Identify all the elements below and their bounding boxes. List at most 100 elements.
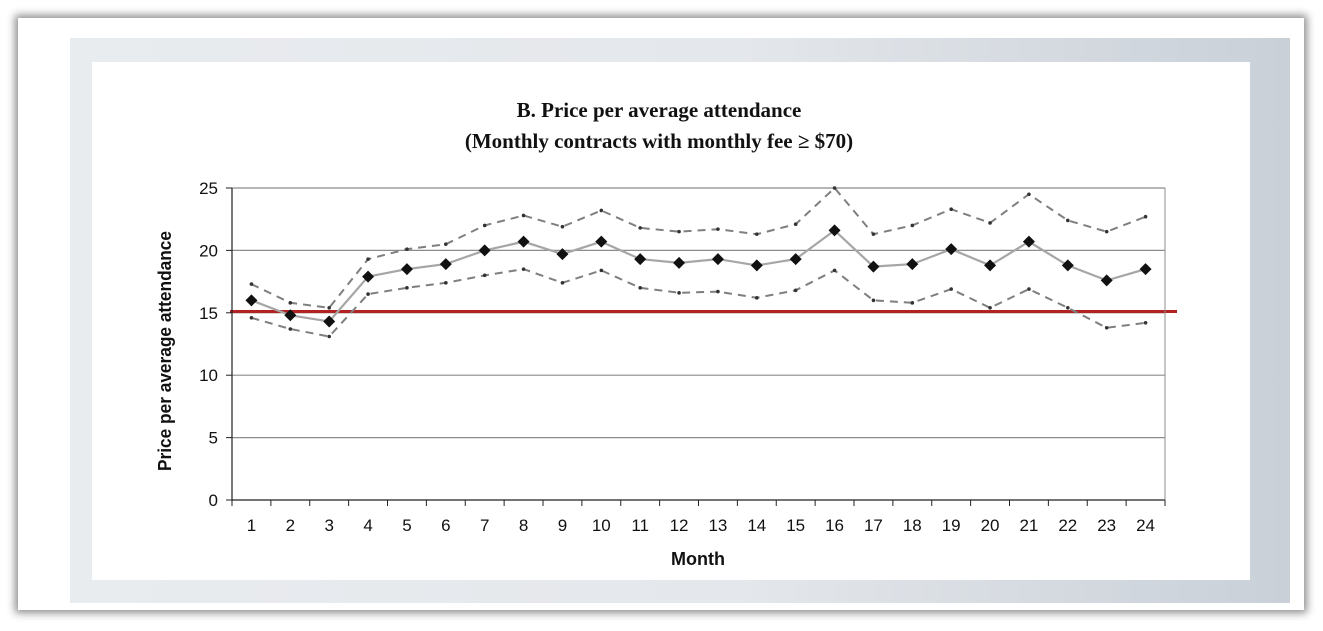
x-tick-label-7: 7 (480, 516, 489, 535)
data-point-upper-band-10 (599, 208, 604, 213)
data-point-estimate-5 (400, 263, 413, 276)
data-point-lower-band-1 (249, 315, 254, 320)
data-point-lower-band-17 (871, 298, 876, 303)
data-point-upper-band-16 (832, 186, 837, 190)
series-line-lower-band (251, 268, 1146, 338)
x-tick-labels: 1 2 3 4 5 6 7 8 9 10 11 12 13 14 15 16 17 18 19 20 21 22 23 24 (247, 516, 1155, 535)
data-point-lower-band-18 (910, 301, 915, 305)
data-point-estimate-11 (634, 253, 647, 266)
data-point-lower-band-20 (988, 306, 992, 310)
x-tick-label-11: 11 (631, 516, 649, 535)
data-point-estimate-9 (556, 248, 569, 261)
data-point-lower-band-3 (327, 334, 331, 339)
y-tick-labels: 0 5 10 15 20 25 (199, 179, 218, 510)
data-point-upper-band-7 (482, 223, 487, 228)
data-point-upper-band-8 (521, 213, 526, 218)
data-point-lower-band-13 (716, 289, 720, 294)
data-point-upper-band-11 (638, 226, 642, 230)
data-point-estimate-23 (1100, 274, 1113, 287)
x-axis-label: Month (671, 549, 725, 569)
data-point-lower-band-21 (1027, 287, 1031, 291)
data-point-upper-band-21 (1027, 192, 1031, 197)
x-tick-label-2: 2 (286, 516, 295, 535)
x-tick-label-23: 23 (1097, 516, 1116, 535)
x-tick-label-8: 8 (519, 516, 528, 535)
data-point-upper-band-14 (755, 232, 759, 236)
x-tick-label-5: 5 (402, 516, 411, 535)
data-point-lower-band-14 (755, 296, 759, 300)
data-point-lower-band-10 (599, 268, 604, 273)
x-tick-label-6: 6 (441, 516, 450, 535)
x-tick-label-21: 21 (1019, 516, 1038, 535)
data-point-lower-band-19 (949, 287, 953, 291)
line-chart: B. Price per average attendance (Monthly… (155, 98, 1177, 569)
y-axis-label: Price per average attendance (155, 231, 175, 471)
data-point-estimate-2 (284, 309, 297, 322)
x-tick-label-24: 24 (1136, 516, 1155, 535)
data-point-estimate-16 (828, 224, 841, 237)
data-point-lower-band-23 (1104, 325, 1109, 330)
x-tick-label-17: 17 (864, 516, 883, 535)
data-point-estimate-22 (1061, 259, 1074, 272)
chart-subtitle: (Monthly contracts with monthly fee ≥ $7… (465, 129, 853, 153)
series-line-upper-band (250, 186, 1146, 309)
y-tick-label-15: 15 (199, 304, 218, 323)
data-point-estimate-4 (362, 270, 375, 283)
data-point-estimate-10 (595, 235, 608, 248)
data-point-estimate-24 (1139, 263, 1152, 276)
data-point-upper-band-22 (1066, 218, 1070, 223)
data-point-upper-band-20 (988, 221, 992, 225)
data-point-estimate-17 (867, 260, 880, 273)
data-point-estimate-3 (323, 315, 336, 328)
x-tick-label-9: 9 (558, 516, 567, 535)
data-point-upper-band-15 (793, 222, 798, 226)
data-point-upper-band-1 (249, 282, 254, 286)
series-group (245, 186, 1152, 339)
data-point-lower-band-16 (832, 268, 837, 273)
data-point-estimate-14 (750, 259, 763, 272)
data-point-upper-band-9 (560, 224, 565, 229)
data-point-upper-band-12 (677, 229, 681, 234)
data-point-upper-band-3 (327, 306, 331, 310)
data-point-lower-band-9 (560, 281, 565, 285)
data-point-lower-band-11 (638, 286, 642, 290)
data-point-upper-band-5 (405, 247, 409, 251)
data-point-estimate-8 (517, 235, 530, 248)
data-point-lower-band-5 (405, 286, 409, 290)
x-tick-label-16: 16 (825, 516, 844, 535)
data-point-estimate-6 (439, 258, 452, 271)
data-point-lower-band-22 (1066, 306, 1070, 310)
data-point-lower-band-6 (444, 281, 448, 285)
x-tick-label-10: 10 (592, 516, 611, 535)
data-point-estimate-13 (711, 253, 724, 266)
y-tick-label-0: 0 (209, 491, 218, 510)
data-point-upper-band-17 (871, 232, 876, 236)
data-point-estimate-18 (906, 258, 919, 271)
data-point-estimate-21 (1022, 235, 1035, 248)
data-point-upper-band-19 (949, 207, 953, 212)
x-tick-label-19: 19 (942, 516, 961, 535)
x-tick-label-22: 22 (1058, 516, 1077, 535)
data-point-upper-band-2 (288, 301, 293, 305)
data-point-upper-band-23 (1104, 229, 1109, 234)
y-tick-label-20: 20 (199, 241, 218, 260)
data-point-lower-band-2 (288, 327, 293, 331)
chart-panel: B. Price per average attendance (Monthly… (92, 62, 1250, 580)
data-point-lower-band-7 (482, 273, 487, 278)
x-tick-label-4: 4 (363, 516, 372, 535)
data-point-upper-band-13 (716, 227, 720, 231)
slide-backdrop: B. Price per average attendance (Monthly… (70, 38, 1290, 603)
slide-frame: B. Price per average attendance (Monthly… (18, 18, 1304, 610)
y-tick-label-10: 10 (199, 366, 218, 385)
y-tick-label-25: 25 (199, 179, 218, 198)
data-point-upper-band-24 (1143, 214, 1148, 219)
data-point-estimate-19 (945, 243, 958, 256)
axes (226, 187, 1166, 506)
chart-title: B. Price per average attendance (517, 98, 802, 122)
data-point-estimate-20 (984, 259, 997, 272)
data-point-upper-band-18 (910, 223, 915, 228)
x-tick-label-13: 13 (708, 516, 727, 535)
data-point-upper-band-6 (444, 242, 448, 246)
series-line-estimate (251, 228, 1146, 323)
data-point-lower-band-24 (1143, 320, 1148, 325)
